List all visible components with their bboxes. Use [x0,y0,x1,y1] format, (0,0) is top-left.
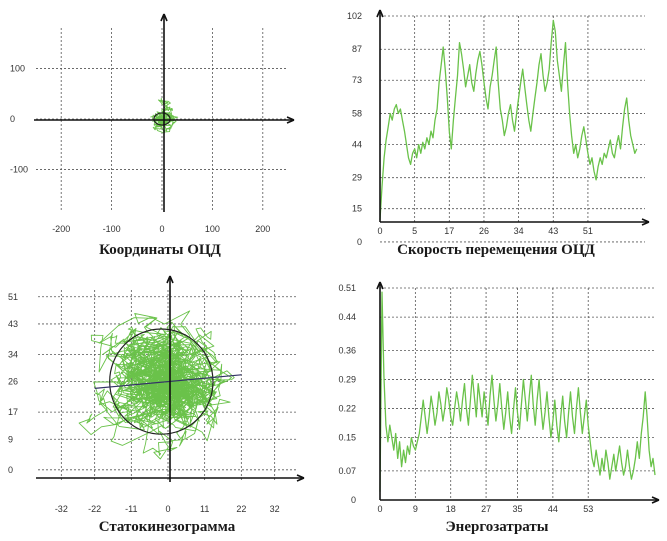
axes [376,281,660,504]
y-tick-label: 9 [8,434,13,444]
x-tick-label: -100 [103,224,121,234]
x-tick-label: 18 [446,504,456,514]
y-tick-label: 26 [8,377,18,387]
y-tick-label: 43 [8,319,18,329]
y-tick-label: 0.07 [338,466,356,476]
x-tick-label: -32 [55,504,68,514]
x-tick-label: -22 [88,504,101,514]
x-tick-label: 44 [548,504,558,514]
x-tick-label: 11 [200,504,209,514]
y-tick-label: 17 [8,407,18,417]
confidence-ellipse [109,328,214,435]
x-tick-label: 22 [236,504,246,514]
y-tick-label: 0.36 [338,345,356,355]
x-tick-label: 100 [205,224,220,234]
x-axis-arrow [641,218,650,226]
y-tick-label: 0.44 [338,312,356,322]
y-tick-label: 100 [10,63,25,73]
x-tick-label: 35 [512,504,522,514]
y-tick-label: -100 [10,165,28,175]
y-axis-arrow [160,13,168,22]
y-tick-label: 44 [352,139,362,149]
x-tick-label: -11 [125,504,137,514]
plot-area [78,310,242,460]
y-tick-label: 34 [8,349,18,359]
x-tick-label: 26 [479,226,489,236]
y-tick-label: 87 [352,44,362,54]
axes [34,13,295,212]
y-tick-label: 0 [10,114,15,124]
y-tick-label: 58 [352,108,362,118]
y-tick-label: 0.29 [338,374,356,384]
x-tick-label: 34 [514,226,524,236]
x-tick-label: 0 [159,224,164,234]
y-tick-label: 51 [8,292,18,302]
y-tick-label: 0.22 [338,404,356,414]
series-line-velocity [379,19,638,220]
x-tick-label: -200 [52,224,70,234]
trajectory-path [78,310,235,460]
y-tick-label: 73 [352,75,362,85]
y-tick-label: 0 [351,495,356,505]
chart-cop-coordinates: -200 -100 0 100 200 100 0 -100 Координаты ОЦД [10,13,295,258]
x-axis-arrow [286,116,295,124]
x-tick-label: 200 [255,224,270,234]
x-tick-label: 9 [413,504,418,514]
chart-statokinesiogram: -32 -22 -11 0 11 22 32 51 43 34 26 17 9 0 Статокинезог… [8,275,305,535]
axes [376,9,650,226]
x-axis-arrow [296,474,305,482]
confidence-ellipse [153,112,171,126]
chart-title: Энергозатраты [446,519,549,535]
chart-cop-velocity: 0 5 17 26 34 43 51 102 87 73 58 44 29 15 0 Скорость пер… [347,9,650,258]
plot-area [379,291,656,492]
y-tick-label: 102 [347,11,362,21]
chart-title: Координаты ОЦД [99,242,221,258]
y-axis-arrow [166,275,174,284]
y-tick-label: 29 [352,173,362,183]
chart-energy-expenditure: 0 9 18 27 35 44 53 0.51 0.44 0.36 0.29 0.22 0.15 0.07… [338,281,660,535]
y-tick-label: 0.15 [338,433,356,443]
x-tick-label: 27 [481,504,491,514]
x-tick-label: 5 [412,226,417,236]
x-tick-label: 51 [583,226,593,236]
grid-lines [379,15,645,243]
y-axis-arrow [376,281,384,290]
y-tick-label: 0.51 [338,283,356,293]
axes [36,275,305,482]
x-tick-label: 17 [444,226,454,236]
series-line-energy [379,291,656,492]
chart-title: Статокинезограмма [99,519,236,535]
y-axis-arrow [376,9,384,18]
chart-title: Скорость перемещения ОЦД [397,242,595,258]
x-axis-arrow [651,496,660,504]
x-tick-label: 53 [583,504,593,514]
x-tick-label: 43 [548,226,558,236]
y-tick-label: 15 [352,204,362,214]
x-tick-label: 0 [377,226,382,236]
x-tick-label: 0 [377,504,382,514]
x-tick-label: 0 [165,504,170,514]
x-tick-label: 32 [270,504,280,514]
y-tick-label: 0 [8,465,13,475]
plot-area [379,19,638,220]
y-tick-label: 0 [357,237,362,247]
grid-lines [379,287,655,501]
principal-axis-line [94,374,242,389]
